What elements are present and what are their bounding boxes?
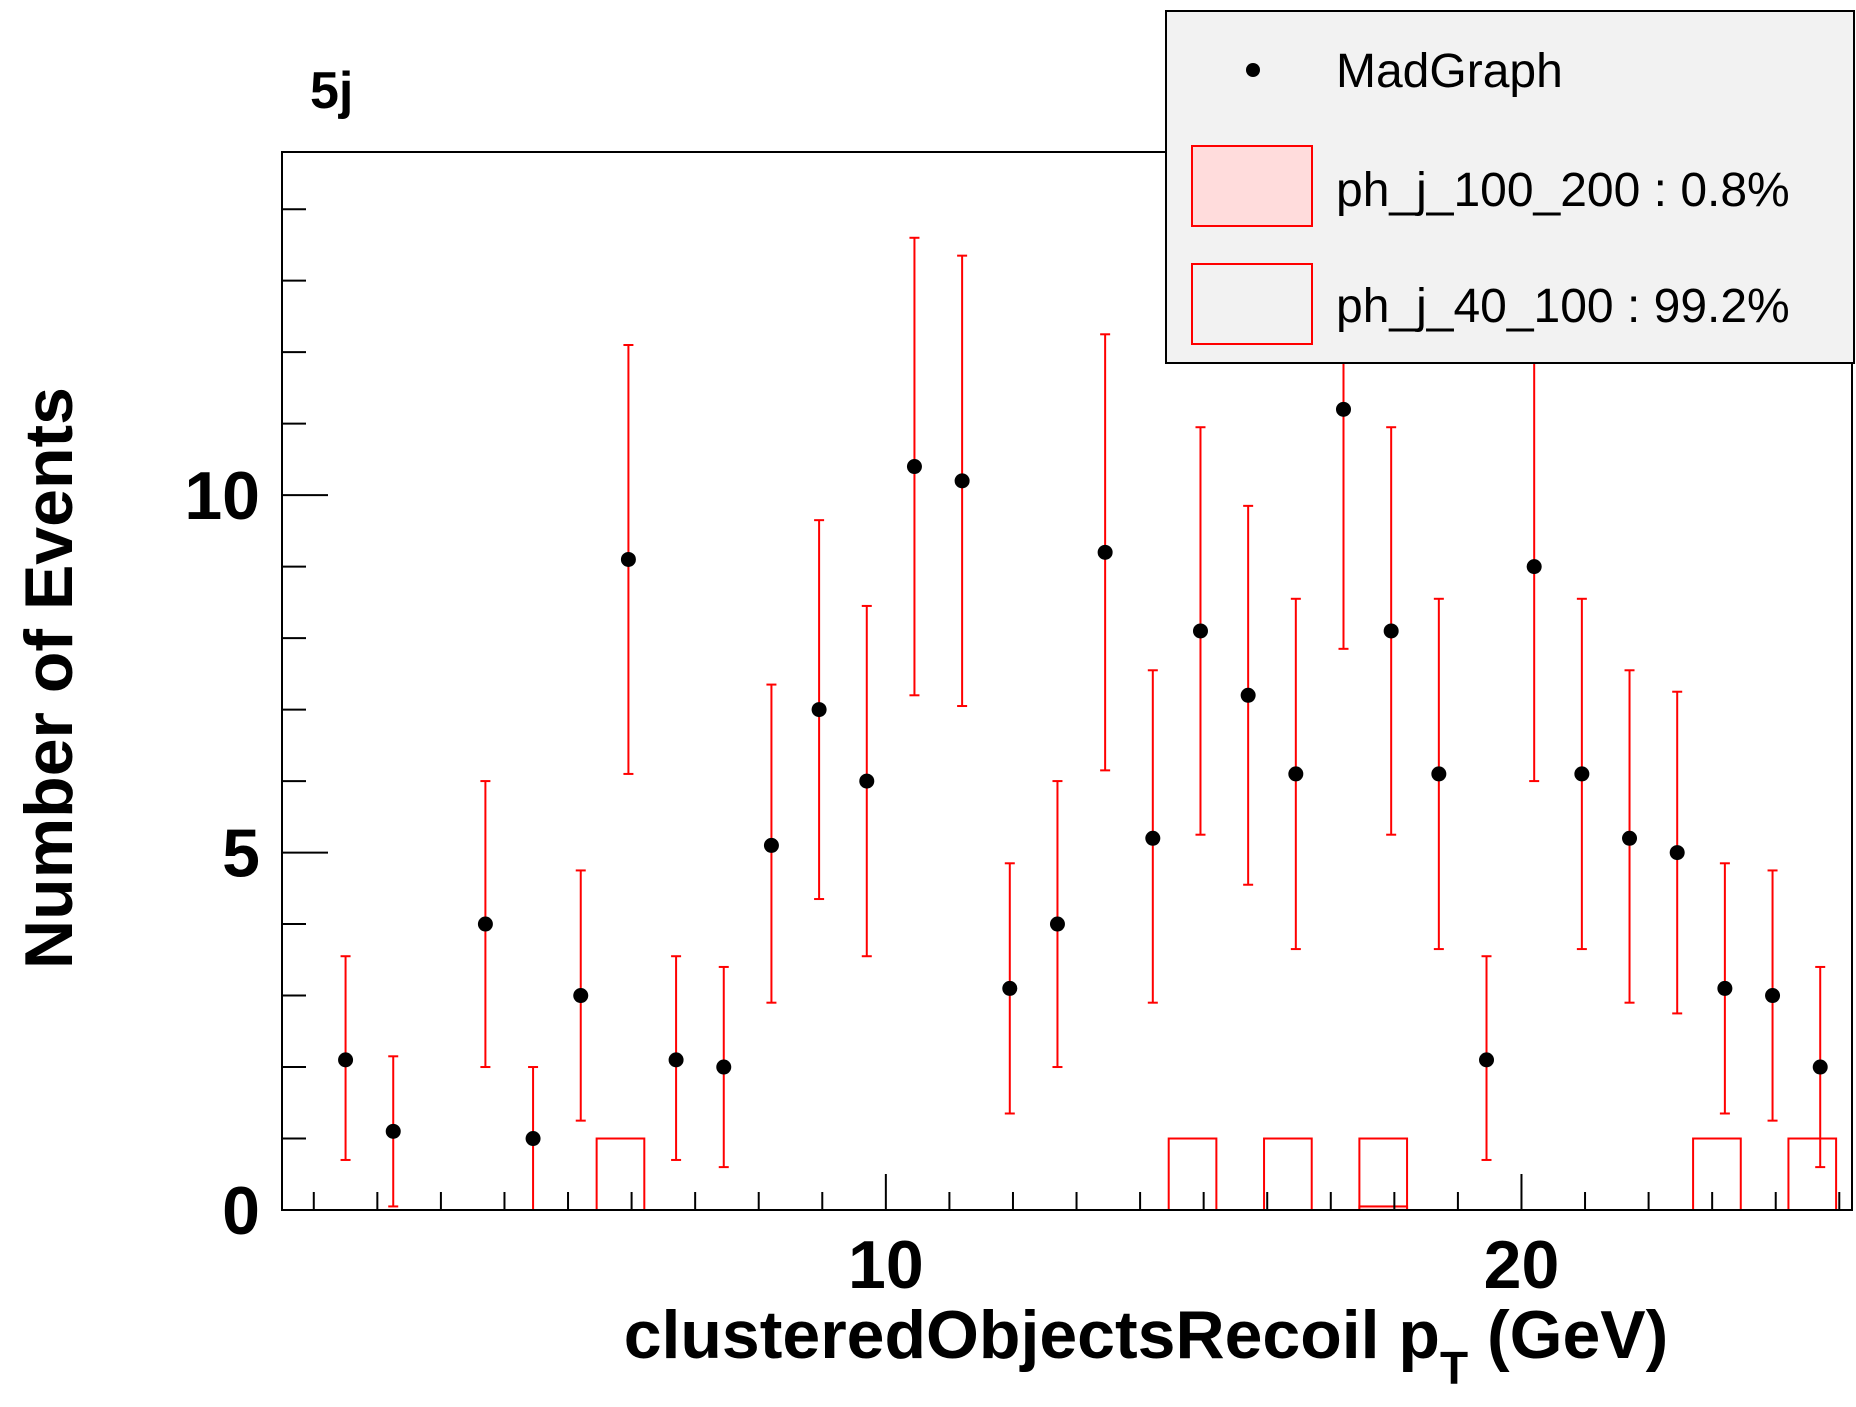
data-point <box>1049 916 1065 932</box>
data-point <box>1192 623 1208 639</box>
data-point <box>1526 559 1542 575</box>
x-axis-ticks: 10 20 <box>312 1174 1841 1303</box>
x-axis-label: clusteredObjectsRecoil pT (GeV) <box>624 1297 1669 1394</box>
x-tick-label: 10 <box>848 1227 924 1303</box>
data-point <box>1335 401 1351 417</box>
legend-marker-icon <box>1246 63 1260 77</box>
y-axis-label: Number of Events <box>11 387 87 969</box>
data-point <box>385 1123 401 1139</box>
legend-label: ph_j_100_200 : 0.8% <box>1336 164 1790 217</box>
chart-title: 5j <box>310 62 353 120</box>
data-point <box>1669 845 1685 861</box>
data-point <box>1717 980 1733 996</box>
data-point <box>906 459 922 475</box>
y-tick-label: 10 <box>184 458 260 534</box>
x-tick-label: 20 <box>1484 1227 1560 1303</box>
data-point <box>1765 988 1781 1004</box>
data-point <box>1097 544 1113 560</box>
data-point <box>1240 687 1256 703</box>
data-point <box>620 551 636 567</box>
data-point <box>1574 766 1590 782</box>
data-point <box>811 702 827 718</box>
data-point <box>668 1052 684 1068</box>
data-point <box>1622 830 1638 846</box>
data-point <box>525 1131 541 1147</box>
data-point <box>338 1052 354 1068</box>
legend-filled-box-icon <box>1191 145 1313 227</box>
data-point <box>1383 623 1399 639</box>
y-tick-label: 0 <box>222 1173 260 1249</box>
data-point-layer <box>338 401 1828 1147</box>
data-point <box>477 916 493 932</box>
data-point <box>1002 980 1018 996</box>
legend-label: MadGraph <box>1336 45 1563 98</box>
data-point <box>1812 1059 1828 1075</box>
data-point <box>1145 830 1161 846</box>
legend-open-box-icon <box>1191 263 1313 345</box>
data-point <box>716 1059 732 1075</box>
plot-frame <box>281 151 1853 1211</box>
data-point <box>573 988 589 1004</box>
data-point <box>763 837 779 853</box>
legend-label: ph_j_40_100 : 99.2% <box>1336 280 1790 333</box>
legend: MadGraph ph_j_100_200 : 0.8% ph_j_40_100… <box>1165 10 1855 364</box>
data-point <box>1479 1052 1495 1068</box>
y-axis-ticks: 0 5 10 <box>184 208 328 1249</box>
data-point <box>1431 766 1447 782</box>
data-point <box>1288 766 1304 782</box>
data-point <box>954 473 970 489</box>
y-tick-label: 5 <box>222 816 260 892</box>
data-point <box>859 773 875 789</box>
